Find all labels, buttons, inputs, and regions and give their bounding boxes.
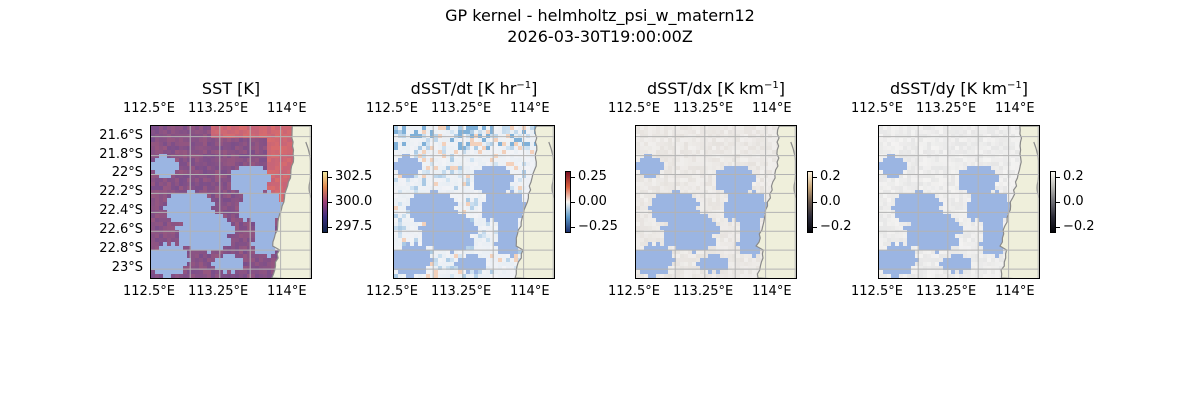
colorbar-tick-label: 0.0 <box>820 194 841 209</box>
colorbar-tick-mark <box>813 227 817 228</box>
map-panel-dy <box>878 125 1040 279</box>
lon-tick-top: 114°E <box>267 101 307 116</box>
lon-tick-bottom: 113.25°E <box>431 284 492 299</box>
land-mass <box>271 126 311 278</box>
lat-tick: 21.6°S <box>99 127 143 143</box>
panel-title-sst: SST [K] <box>111 79 351 99</box>
map-canvas <box>636 126 796 278</box>
map-canvas <box>151 126 311 278</box>
colorbar-tick-label: 0.25 <box>578 169 607 184</box>
lon-tick-top: 114°E <box>752 101 792 116</box>
colorbar-tick-mark <box>1056 202 1060 203</box>
lon-tick-bottom: 114°E <box>510 284 550 299</box>
colorbar-tick-mark <box>813 177 817 178</box>
land-mass <box>514 126 554 278</box>
lon-tick-top: 114°E <box>510 101 550 116</box>
colorbar-tick-mark <box>328 202 332 203</box>
figure-subtitle-timestamp: 2026-03-30T19:00:00Z <box>507 27 693 46</box>
lon-tick-top: 114°E <box>995 101 1035 116</box>
colorbar-tick-mark <box>1056 227 1060 228</box>
panel-title-text: dSST/dy [K km <box>889 79 1007 98</box>
lon-tick-bottom: 112.5°E <box>851 284 903 299</box>
lon-tick-top: 113.25°E <box>916 101 977 116</box>
lat-tick: 21.8°S <box>99 146 143 162</box>
lon-tick-bottom: 114°E <box>267 284 307 299</box>
colorbar-tick-label: 0.00 <box>578 194 607 209</box>
panel-title-dy: dSST/dy [K km−1] <box>839 79 1079 99</box>
lat-tick: 22.2°S <box>99 184 143 200</box>
panel-title-exponent: −1 <box>1007 80 1022 91</box>
lon-tick-bottom: 114°E <box>995 284 1035 299</box>
colorbar-tick-label: 302.5 <box>335 169 373 184</box>
field-raster <box>879 126 1024 278</box>
colorbar-tick-mark <box>328 177 332 178</box>
map-panel-sst <box>150 125 312 279</box>
panel-title-exponent: −1 <box>516 80 532 91</box>
lat-tick: 22.6°S <box>99 222 143 238</box>
colorbar-tick-mark <box>1056 177 1060 178</box>
lon-tick-top: 113.25°E <box>431 101 492 116</box>
panel-title-exponent: −1 <box>764 80 779 91</box>
lon-tick-top: 113.25°E <box>673 101 734 116</box>
figure-title: GP kernel - helmholtz_psi_w_matern12 <box>445 6 755 25</box>
panel-title-text: SST [K] <box>201 79 261 98</box>
map-canvas <box>394 126 554 278</box>
lat-tick: 22.4°S <box>99 203 143 219</box>
lat-tick: 23°S <box>111 260 143 276</box>
colorbar-tick-label: 300.0 <box>335 194 373 209</box>
lon-tick-top: 112.5°E <box>851 101 903 116</box>
field-raster <box>636 126 781 278</box>
colorbar-tick-mark <box>328 227 332 228</box>
colorbar-tick-mark <box>571 177 575 178</box>
lon-tick-bottom: 113.25°E <box>188 284 249 299</box>
lon-tick-bottom: 112.5°E <box>123 284 175 299</box>
panel-title-dx: dSST/dx [K km−1] <box>596 79 836 99</box>
colorbar-sst <box>322 171 328 233</box>
panel-title-bracket: ] <box>778 79 785 98</box>
lon-tick-bottom: 113.25°E <box>673 284 734 299</box>
colorbar-dy <box>1050 171 1056 233</box>
lon-tick-top: 113.25°E <box>188 101 249 116</box>
map-canvas <box>879 126 1039 278</box>
colorbar-tick-mark <box>571 202 575 203</box>
map-panel-dt <box>393 125 555 279</box>
panel-title-text: dSST/dt [K hr <box>410 79 517 98</box>
field-raster <box>394 126 539 278</box>
panel-title-bracket: ] <box>1021 79 1028 98</box>
colorbar-tick-label: −0.25 <box>578 219 618 234</box>
colorbar-tick-label: −0.2 <box>820 219 852 234</box>
lat-tick: 22°S <box>111 165 143 181</box>
panel-title-dt: dSST/dt [K hr−1] <box>354 79 594 99</box>
colorbar-tick-label: 0.0 <box>1063 194 1084 209</box>
colorbar-tick-mark <box>571 227 575 228</box>
lon-tick-bottom: 112.5°E <box>608 284 660 299</box>
colorbar-dx <box>807 171 813 233</box>
panel-title-bracket: ] <box>531 79 538 98</box>
colorbar-tick-label: 0.2 <box>1063 169 1084 184</box>
colorbar-tick-label: −0.2 <box>1063 219 1095 234</box>
lat-tick: 22.8°S <box>99 241 143 257</box>
colorbar-tick-label: 0.2 <box>820 169 841 184</box>
lon-tick-top: 112.5°E <box>366 101 418 116</box>
panel-title-text: dSST/dx [K km <box>646 79 764 98</box>
land-mass <box>999 126 1039 278</box>
lon-tick-bottom: 114°E <box>752 284 792 299</box>
map-panel-dx <box>635 125 797 279</box>
lon-tick-top: 112.5°E <box>608 101 660 116</box>
lon-tick-top: 112.5°E <box>123 101 175 116</box>
lon-tick-bottom: 113.25°E <box>916 284 977 299</box>
colorbar-dt <box>565 171 571 233</box>
field-raster <box>151 126 296 278</box>
colorbar-tick-label: 297.5 <box>335 219 373 234</box>
colorbar-tick-mark <box>813 202 817 203</box>
lon-tick-bottom: 112.5°E <box>366 284 418 299</box>
